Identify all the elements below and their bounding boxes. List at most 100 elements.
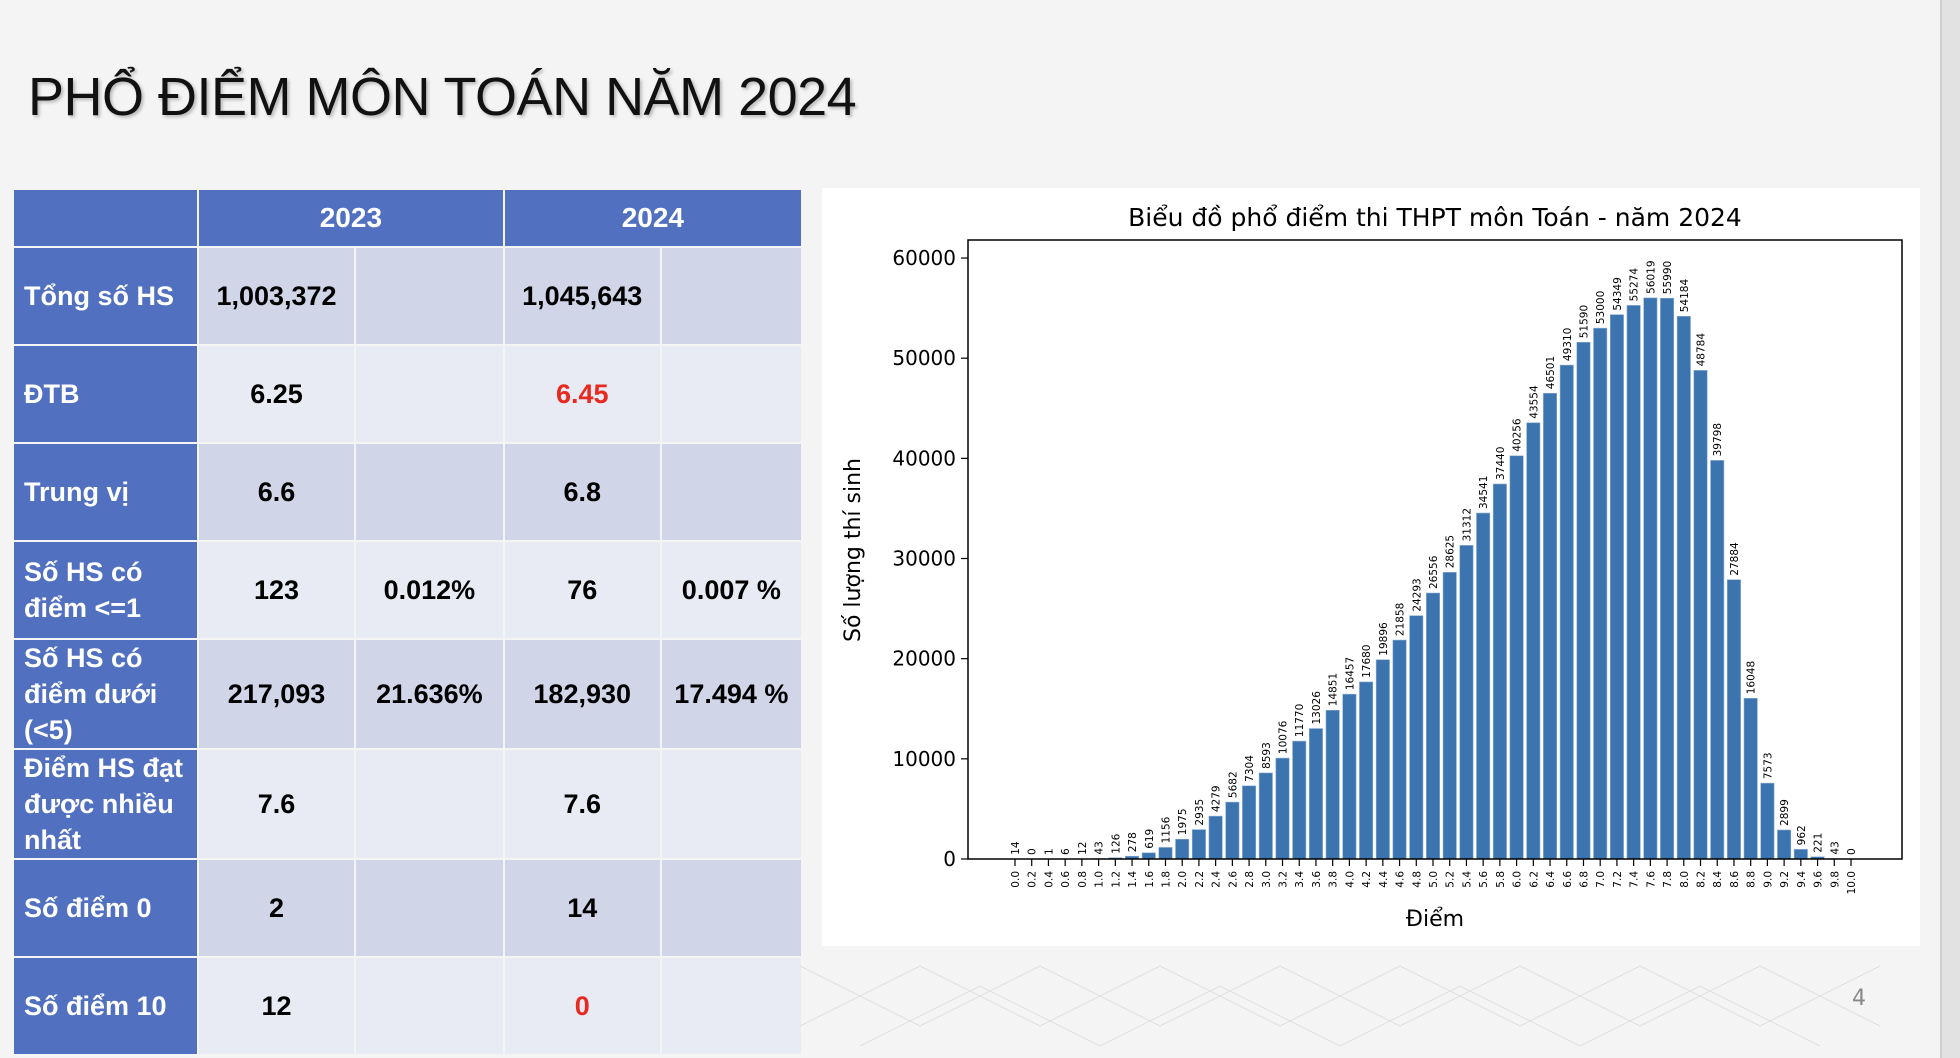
bar-value-label: 12 bbox=[1077, 842, 1089, 855]
bar-value-label: 43554 bbox=[1528, 385, 1540, 419]
y-tick-label: 20000 bbox=[892, 647, 956, 671]
bar bbox=[1576, 341, 1591, 860]
percent-2024 bbox=[661, 346, 801, 442]
x-tick-label: 10.0 bbox=[1846, 871, 1858, 894]
header-2023: 2023 bbox=[199, 190, 503, 246]
x-tick-label: 3.4 bbox=[1294, 871, 1306, 888]
decorative-pattern bbox=[800, 965, 1881, 1046]
page-number: 4 bbox=[1852, 986, 1866, 1011]
table-row: Số điểm 10 12 0 bbox=[14, 958, 801, 1054]
row-label: Số HS có điểm <=1 bbox=[14, 542, 198, 638]
bar bbox=[1693, 370, 1708, 860]
value-2023: 217,093 bbox=[199, 640, 354, 748]
x-tick-label: 9.4 bbox=[1796, 871, 1808, 888]
value-2024: 7.6 bbox=[504, 750, 660, 858]
header-empty bbox=[14, 190, 198, 246]
value-2024: 76 bbox=[504, 542, 660, 638]
bar-value-label: 24293 bbox=[1411, 578, 1423, 611]
x-tick-label: 7.4 bbox=[1629, 871, 1641, 888]
x-tick-label: 7.8 bbox=[1662, 871, 1674, 888]
x-tick-label: 7.2 bbox=[1612, 871, 1624, 888]
bar-value-label: 55990 bbox=[1662, 261, 1674, 294]
percent-2023: 21.636% bbox=[355, 640, 503, 748]
bar bbox=[1191, 829, 1206, 860]
bar-value-label: 7304 bbox=[1244, 755, 1256, 782]
bar-value-label: 43 bbox=[1094, 841, 1106, 854]
x-tick-label: 2.8 bbox=[1244, 871, 1256, 888]
bar bbox=[1593, 327, 1608, 860]
x-tick-label: 8.4 bbox=[1712, 871, 1724, 888]
bar-value-label: 0 bbox=[1846, 848, 1858, 855]
x-tick-label: 1.8 bbox=[1160, 871, 1172, 888]
x-tick-label: 9.8 bbox=[1829, 871, 1841, 888]
bar-value-label: 26556 bbox=[1428, 555, 1440, 589]
x-tick-label: 1.2 bbox=[1110, 871, 1122, 888]
bar bbox=[1275, 757, 1290, 860]
x-tick-label: 9.0 bbox=[1762, 871, 1774, 888]
x-tick-label: 0.6 bbox=[1060, 871, 1072, 888]
value-2024: 14 bbox=[504, 860, 660, 956]
row-label: Số điểm 10 bbox=[14, 958, 198, 1054]
plot-frame bbox=[967, 239, 1903, 860]
bar-value-label: 16048 bbox=[1746, 661, 1758, 694]
header-2024: 2024 bbox=[504, 190, 801, 246]
y-tick-label: 0 bbox=[943, 847, 956, 871]
bar-value-label: 1 bbox=[1043, 848, 1055, 855]
bar bbox=[1426, 592, 1440, 860]
percent-2023: 0.012% bbox=[355, 542, 503, 638]
bar-value-label: 56019 bbox=[1645, 260, 1657, 293]
x-tick-label: 4.8 bbox=[1411, 871, 1423, 888]
bar-value-label: 55274 bbox=[1629, 268, 1641, 302]
row-label: Số HS có điểm dưới (<5) bbox=[14, 640, 198, 748]
chart-svg: Biểu đồ phổ điểm thi THPT môn Toán - năm… bbox=[841, 203, 1903, 932]
value-2023: 12 bbox=[199, 958, 354, 1054]
x-tick-label: 6.4 bbox=[1545, 871, 1557, 888]
bar bbox=[1509, 455, 1524, 860]
bar bbox=[1292, 740, 1307, 860]
value-2024: 182,930 bbox=[504, 640, 660, 748]
x-tick-label: 5.4 bbox=[1461, 871, 1473, 888]
x-tick-label: 9.6 bbox=[1813, 871, 1825, 888]
bar-value-label: 54184 bbox=[1679, 279, 1691, 313]
bar bbox=[1158, 847, 1173, 860]
bar bbox=[1392, 639, 1407, 860]
x-tick-label: 7.0 bbox=[1595, 871, 1607, 888]
bar-value-label: 962 bbox=[1796, 825, 1808, 845]
bar-value-label: 37440 bbox=[1495, 447, 1507, 480]
x-tick-label: 5.8 bbox=[1495, 871, 1507, 888]
bar-value-label: 48784 bbox=[1696, 333, 1708, 367]
bar-value-label: 27884 bbox=[1729, 542, 1741, 576]
table-row: Tổng số HS 1,003,372 1,045,643 bbox=[14, 248, 801, 344]
comparison-table: 2023 2024 Tổng số HS 1,003,372 1,045,643 ĐT… bbox=[12, 188, 803, 1056]
y-tick-label: 50000 bbox=[892, 346, 956, 370]
table-row: Số điểm 0 2 14 bbox=[14, 860, 801, 956]
bar-value-label: 1975 bbox=[1177, 808, 1189, 835]
y-tick-label: 30000 bbox=[892, 547, 956, 571]
percent-2023 bbox=[355, 248, 503, 344]
x-tick-label: 6.0 bbox=[1512, 871, 1524, 888]
bar bbox=[1308, 728, 1323, 860]
table-row: ĐTB 6.25 6.45 bbox=[14, 346, 801, 442]
bar bbox=[1225, 801, 1240, 860]
bar-value-label: 31312 bbox=[1461, 508, 1473, 541]
bar-value-label: 40256 bbox=[1512, 418, 1524, 452]
percent-2023 bbox=[355, 750, 503, 858]
bar-value-label: 2899 bbox=[1779, 799, 1791, 826]
bar-value-label: 4279 bbox=[1211, 785, 1223, 812]
percent-2024 bbox=[661, 860, 801, 956]
x-tick-label: 8.2 bbox=[1696, 871, 1708, 888]
x-axis-label: Điểm bbox=[1406, 907, 1464, 932]
table-row: Số HS có điểm dưới (<5) 217,093 21.636% 182… bbox=[14, 640, 801, 748]
table-row: Số HS có điểm <=1 123 0.012% 76 0.007 % bbox=[14, 542, 801, 638]
x-tick-label: 3.8 bbox=[1328, 871, 1340, 888]
row-label: ĐTB bbox=[14, 346, 198, 442]
table-row: Điểm HS đạt được nhiều nhất 7.6 7.6 bbox=[14, 750, 801, 858]
x-tick-label: 9.2 bbox=[1779, 871, 1791, 888]
bar bbox=[1609, 314, 1624, 860]
x-tick-label: 2.0 bbox=[1177, 871, 1189, 888]
bar bbox=[1743, 697, 1758, 860]
x-tick-label: 4.6 bbox=[1395, 871, 1407, 888]
bar-value-label: 53000 bbox=[1595, 291, 1607, 324]
bar bbox=[1793, 849, 1808, 860]
bar bbox=[1459, 545, 1474, 860]
